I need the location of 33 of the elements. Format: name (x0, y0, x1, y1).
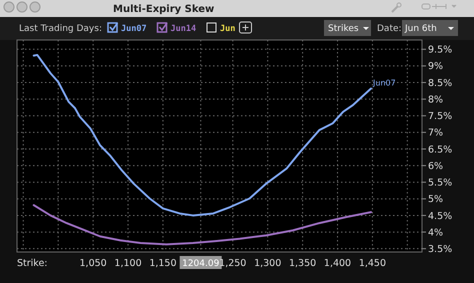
text: Strike: (17, 258, 48, 269)
y-tick-label: 6.5% (428, 144, 452, 156)
y-tick-label: 7.5% (428, 111, 452, 122)
y-tick-label: 9% (428, 61, 444, 72)
legend-label: Jun14 (170, 24, 196, 34)
legend-label: Jun07 (121, 24, 147, 34)
x-tick-label: 1,300 (254, 258, 282, 269)
x-tick-label: 1,450 (358, 258, 386, 269)
x-tick-label: 1,050 (80, 258, 107, 269)
x-tick-label: 1,350 (288, 258, 316, 269)
x-tick-label: 1204.09 (182, 259, 220, 269)
line-series (32, 204, 372, 246)
y-tick-label: 8.5% (428, 78, 452, 89)
y-tick-label: 3.5% (428, 244, 452, 255)
x-tick-label: 1,100 (114, 258, 142, 269)
y-tick-label: 5.5% (428, 178, 452, 189)
y-tick-label: 9.5% (428, 44, 452, 56)
text: Strikes (328, 24, 359, 34)
y-tick-label: 8% (428, 94, 444, 106)
y-tick-label: 7% (428, 128, 444, 139)
y-tick-label: 4.5% (428, 210, 452, 222)
text: Jun 6th (404, 24, 437, 34)
x-tick-label: 1,400 (324, 258, 352, 269)
text: Jun07 (373, 78, 396, 88)
y-tick-label: 6% (428, 160, 444, 172)
text: Date: (377, 24, 402, 34)
line-series (32, 54, 372, 216)
y-tick-label: 4% (428, 227, 444, 238)
y-tick-label: 5% (428, 194, 444, 206)
x-tick-label: 1,150 (149, 258, 177, 269)
chart-title: Multi-Expiry Skew (113, 4, 214, 15)
text: Last Trading Days: (19, 24, 102, 34)
text: Jun (220, 24, 236, 34)
